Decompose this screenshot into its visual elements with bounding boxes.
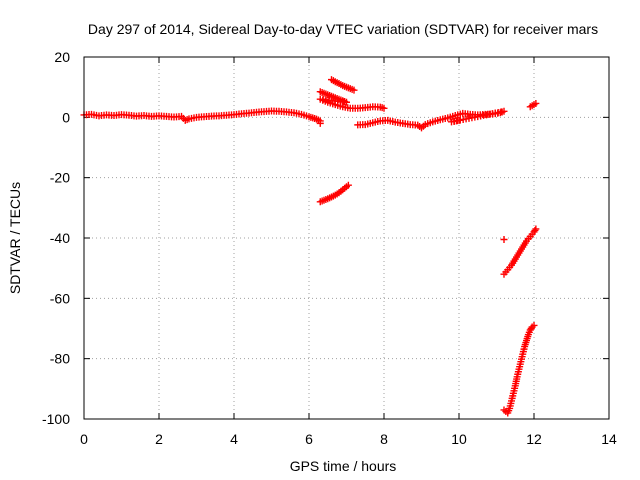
x-tick-label: 6 [305, 431, 313, 447]
series-top-segment [328, 76, 358, 94]
series-steep-segment-100 [500, 321, 538, 417]
series-dip-segment [354, 107, 508, 132]
y-tick-label: -60 [50, 290, 70, 306]
y-tick-label: -20 [50, 170, 70, 186]
series-negative-segment [316, 181, 352, 206]
series-right-cluster [526, 99, 540, 111]
series-outlier [500, 236, 508, 244]
data-point [500, 236, 508, 244]
x-tick-label: 10 [451, 431, 467, 447]
y-tick-label: 20 [54, 49, 70, 65]
data-point [532, 99, 540, 107]
x-tick-label: 4 [230, 431, 238, 447]
x-tick-label: 12 [526, 431, 542, 447]
data-point [532, 225, 540, 233]
y-axis-label: SDTVAR / TECUs [7, 182, 23, 294]
x-tick-label: 14 [601, 431, 617, 447]
y-tick-label: -80 [50, 351, 70, 367]
y-tick-label: -40 [50, 230, 70, 246]
chart-title: Day 297 of 2014, Sidereal Day-to-day VTE… [88, 21, 598, 37]
series-upper-segment [316, 88, 388, 112]
y-tick-label: -100 [42, 411, 70, 427]
data-point [316, 119, 324, 127]
data-point [344, 181, 352, 189]
x-tick-label: 0 [80, 431, 88, 447]
x-tick-label: 8 [380, 431, 388, 447]
data-point [530, 321, 538, 329]
data-point [380, 104, 388, 112]
series-steep-segment-50 [500, 225, 540, 278]
plot-frame [83, 56, 610, 420]
data-point [531, 226, 539, 234]
data-points [80, 76, 540, 417]
x-tick-label: 2 [155, 431, 163, 447]
x-axis-label: GPS time / hours [290, 458, 397, 474]
data-point [455, 116, 463, 124]
tick-labels: 0 2 4 6 8 10 12 14 -100 -80 -60 -40 -20 0 20 [42, 49, 617, 447]
series-main-band [80, 107, 324, 127]
data-point [350, 86, 358, 94]
y-tick-label: 0 [62, 109, 70, 125]
